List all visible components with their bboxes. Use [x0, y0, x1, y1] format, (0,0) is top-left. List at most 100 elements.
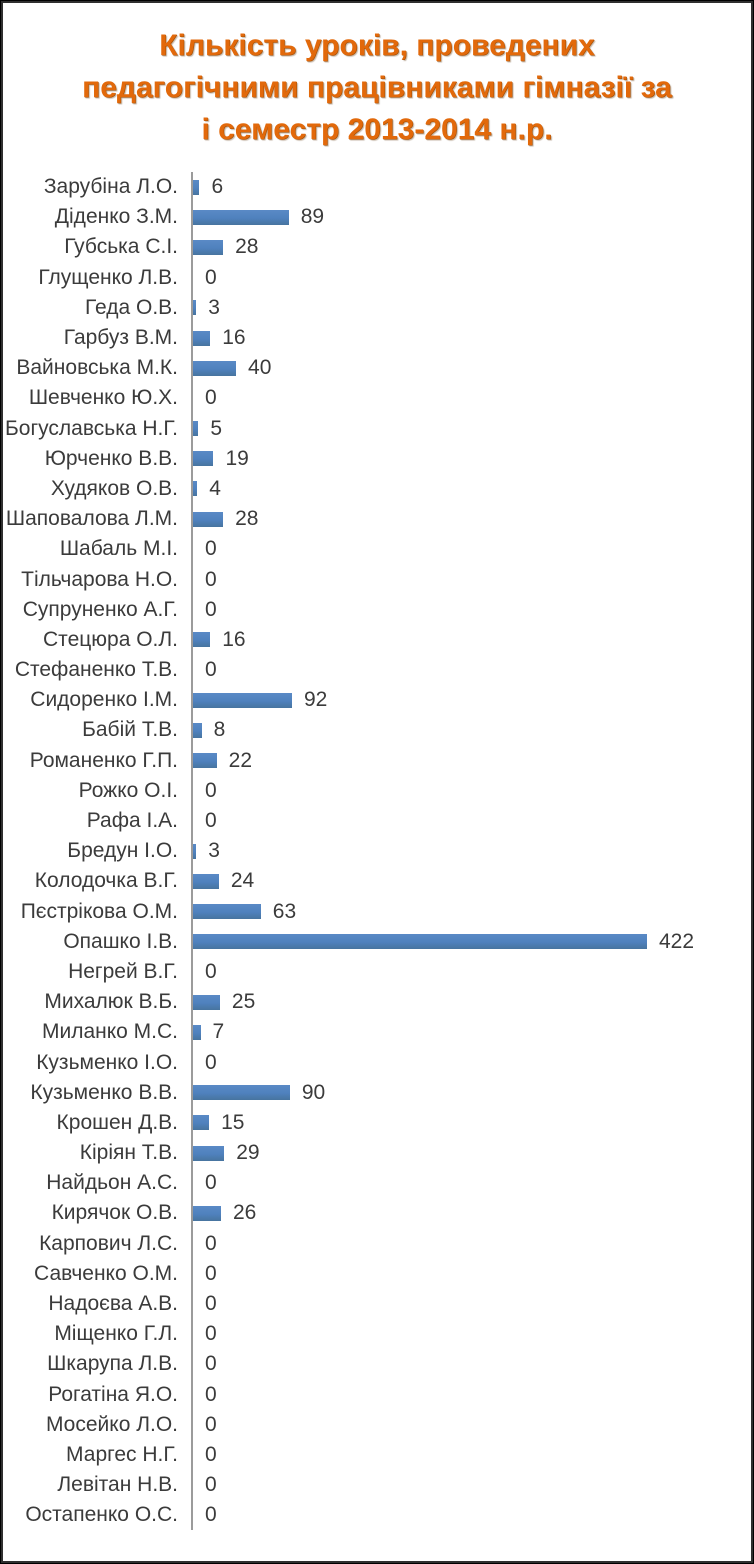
plot-area: 4 — [191, 473, 751, 505]
chart-row: Найдьон А.С. 0 — [3, 1168, 751, 1199]
plot-area: 40 — [191, 353, 751, 384]
chart-row: Негрей В.Г. 0 — [3, 956, 751, 988]
chart-row: Стефаненко Т.В. 0 — [3, 655, 751, 686]
category-label: Бабій Т.В. — [82, 718, 178, 742]
value-label: 0 — [205, 1050, 217, 1074]
bar — [193, 239, 224, 255]
chart-row: Шкарупа Л.В. 0 — [3, 1349, 751, 1380]
value-label: 0 — [205, 1231, 217, 1255]
value-label: 28 — [235, 507, 259, 531]
category-label: Стецюра О.Л. — [43, 627, 178, 651]
chart-row: Рогатіна Я.О. 0 — [3, 1379, 751, 1410]
category-label: Савченко О.М. — [34, 1261, 178, 1285]
category-label: Худяков О.В. — [50, 476, 178, 500]
plot-area: 8 — [191, 715, 751, 746]
chart-row: Худяков О.В. 4 — [3, 473, 751, 505]
chart-row: Кузьменко В.В. 90 — [3, 1077, 751, 1108]
value-label: 63 — [272, 899, 297, 923]
value-label: 16 — [222, 627, 246, 651]
value-label: 5 — [210, 416, 223, 440]
category-label: Шевченко Ю.Х. — [28, 386, 178, 410]
plot-area: 0 — [191, 383, 751, 414]
value-label: 8 — [213, 718, 226, 742]
plot-area: 28 — [191, 504, 751, 535]
bar — [193, 904, 261, 920]
value-label: 0 — [205, 959, 217, 983]
plot-area: 16 — [191, 624, 751, 655]
plot-area: 0 — [191, 1409, 751, 1440]
category-label: Геда О.В. — [85, 295, 178, 319]
bar — [193, 209, 289, 225]
category-label: Шкарупа Л.В. — [47, 1352, 178, 1376]
chart-title-line-1: Кількість уроків, проведених — [159, 29, 595, 62]
value-label: 26 — [232, 1201, 257, 1225]
chart-row: Вайновська М.К. 40 — [3, 353, 751, 384]
plot-area: 3 — [191, 292, 751, 323]
value-label: 0 — [205, 1503, 217, 1527]
bar — [193, 179, 200, 195]
plot-area: 0 — [191, 956, 751, 988]
category-label: Глущенко Л.В. — [38, 265, 178, 289]
value-label: 19 — [225, 446, 249, 470]
plot-area: 6 — [191, 172, 751, 203]
category-label: Романенко Г.П. — [29, 748, 178, 772]
chart-row: Опашко І.В. 422 — [3, 926, 751, 957]
category-label: Колодочка В.Г. — [34, 869, 178, 893]
category-label: Миланко М.С. — [41, 1020, 178, 1044]
bar — [193, 632, 211, 648]
category-label: Рафа І.А. — [86, 809, 178, 833]
plot-area: 92 — [191, 685, 751, 716]
plot-area: 25 — [191, 987, 751, 1018]
category-label: Рожко О.І. — [78, 778, 178, 802]
chart-row: Мосейко Л.О. 0 — [3, 1409, 751, 1440]
category-label: Губська С.І. — [64, 235, 178, 259]
bar — [193, 300, 197, 316]
bar — [193, 753, 217, 769]
value-label: 4 — [209, 476, 221, 500]
category-label: Шабаль М.І. — [59, 537, 178, 561]
category-label: Остапенко О.С. — [25, 1503, 178, 1527]
category-label: Пєстрікова О.М. — [20, 899, 178, 923]
category-label: Юрченко В.В. — [44, 446, 178, 470]
plot-area: 7 — [191, 1017, 751, 1048]
category-label: Тільчарова Н.О. — [21, 567, 178, 591]
value-label: 0 — [205, 1171, 217, 1195]
category-label: Рогатіна Я.О. — [48, 1382, 178, 1406]
plot-area: 0 — [191, 262, 751, 293]
plot-area: 0 — [191, 564, 751, 595]
chart-row: Савченко О.М. 0 — [3, 1258, 751, 1289]
plot-area: 0 — [191, 775, 751, 806]
category-label: Міщенко Г.Л. — [54, 1322, 178, 1346]
category-label: Зарубіна Л.О. — [43, 175, 178, 199]
plot-area: 0 — [191, 1319, 751, 1350]
category-label: Карпович Л.С. — [39, 1231, 178, 1255]
value-label: 422 — [659, 929, 695, 953]
chart-row: Михалюк В.Б. 25 — [3, 987, 751, 1018]
chart-row: Карпович Л.С. 0 — [3, 1228, 751, 1259]
bar — [193, 330, 211, 346]
bar — [193, 360, 237, 376]
value-label: 25 — [231, 990, 256, 1014]
plot-area: 0 — [191, 1168, 751, 1199]
bar — [193, 1205, 221, 1221]
plot-area: 0 — [191, 1470, 751, 1501]
category-label: Супруненко А.Г. — [22, 597, 178, 621]
bar — [193, 1085, 290, 1101]
category-label: Кіріян Т.В. — [79, 1141, 178, 1165]
chart-row: Шаповалова Л.М. 28 — [3, 504, 751, 535]
plot-area: 0 — [191, 1258, 751, 1289]
bar — [193, 873, 219, 889]
value-label: 0 — [205, 265, 217, 289]
value-label: 16 — [222, 326, 246, 350]
plot-area: 28 — [191, 232, 751, 263]
bar — [193, 481, 198, 497]
category-label: Кузьменко І.О. — [36, 1050, 178, 1074]
value-label: 0 — [205, 1322, 217, 1346]
bar — [193, 934, 647, 950]
value-label: 0 — [205, 386, 217, 410]
chart-title-line-2: педагогічними працівниками гімназії за — [82, 71, 672, 104]
bar — [193, 843, 197, 859]
value-label: 3 — [208, 839, 220, 863]
plot-area: 16 — [191, 322, 751, 354]
